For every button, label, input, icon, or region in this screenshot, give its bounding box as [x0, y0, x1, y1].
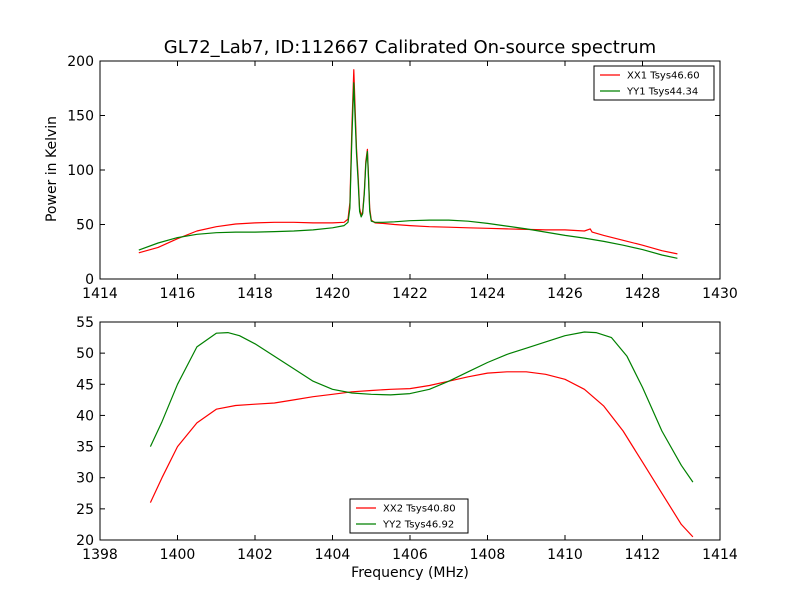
x-tick-label: 1420 — [315, 286, 351, 302]
series-line-yy1-tsys44-34 — [138, 82, 678, 259]
x-tick-label: 1410 — [547, 547, 583, 563]
x-tick-label: 1404 — [315, 547, 351, 563]
y-tick-label: 20 — [76, 533, 94, 549]
y-tick-label: 30 — [76, 471, 94, 487]
x-tick-label: 1430 — [702, 286, 738, 302]
x-tick-label: 1426 — [547, 286, 583, 302]
series-line-yy2-tsys46-92 — [149, 331, 694, 483]
y-tick-label: 200 — [67, 54, 94, 70]
legend-box — [349, 498, 469, 534]
y-tick-label: 0 — [85, 272, 94, 288]
x-tick-label: 1398 — [82, 547, 118, 563]
y-tick-label: 50 — [76, 346, 94, 362]
legend-label: YY1 Tsys44.34 — [626, 87, 698, 98]
legend: XX1 Tsys46.60 YY1 Tsys44.34 — [593, 65, 715, 101]
legend: XX2 Tsys40.80 YY2 Tsys46.92 — [349, 498, 469, 534]
y-tick-label: 25 — [76, 502, 94, 518]
legend-box — [593, 65, 715, 101]
series-line-xx2-tsys40-80 — [149, 371, 694, 538]
y-tick-label: 150 — [67, 109, 94, 125]
x-tick-label: 1428 — [625, 286, 661, 302]
x-tick-label: 1402 — [237, 547, 273, 563]
x-tick-label: 1414 — [82, 286, 118, 302]
legend-label: XX2 Tsys40.80 — [383, 504, 456, 515]
chart-title: GL72_Lab7, ID:112667 Calibrated On-sourc… — [164, 37, 656, 58]
y-tick-label: 35 — [76, 440, 94, 456]
y-tick-label: 55 — [76, 315, 94, 331]
x-tick-label: 1424 — [470, 286, 506, 302]
x-tick-label: 1416 — [160, 286, 196, 302]
y-axis-label: Power in Kelvin — [44, 116, 60, 222]
x-tick-label: 1418 — [237, 286, 273, 302]
bottom-panel: 1398 1400 1402 1404 1406 1408 1410 1412 1414 20 25… — [76, 315, 738, 563]
y-tick-label: 50 — [76, 218, 94, 234]
top-panel: 1414 1416 1418 1420 1422 1424 1426 1428 1430 0 50 1… — [67, 54, 738, 302]
x-tick-label: 1408 — [470, 547, 506, 563]
legend-label: YY2 Tsys46.92 — [382, 520, 454, 531]
x-tick-label: 1406 — [392, 547, 428, 563]
y-tick-label: 40 — [76, 408, 94, 424]
y-tick-label: 100 — [67, 163, 94, 179]
x-tick-label: 1422 — [392, 286, 428, 302]
x-tick-label: 1400 — [160, 547, 196, 563]
legend-label: XX1 Tsys46.60 — [627, 71, 700, 82]
y-tick-label: 45 — [76, 377, 94, 393]
x-tick-label: 1412 — [625, 547, 661, 563]
x-tick-label: 1414 — [702, 547, 738, 563]
x-axis-label: Frequency (MHz) — [351, 565, 469, 581]
